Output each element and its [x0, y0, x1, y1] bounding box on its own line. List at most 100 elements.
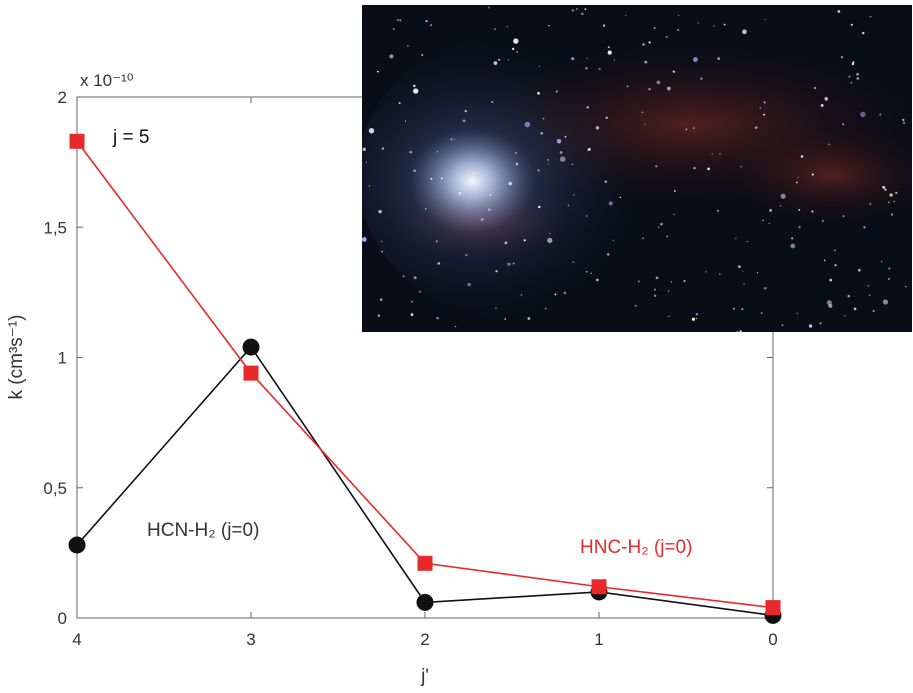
star	[655, 165, 658, 168]
star	[902, 118, 905, 122]
star	[608, 201, 613, 206]
star	[544, 307, 547, 310]
star	[869, 294, 871, 296]
star	[418, 290, 421, 293]
star	[754, 126, 758, 129]
star	[852, 61, 855, 64]
star	[612, 239, 614, 241]
star	[575, 8, 578, 10]
star	[380, 240, 383, 243]
star	[779, 204, 782, 207]
star	[396, 19, 399, 22]
star	[404, 120, 407, 122]
star	[440, 177, 443, 180]
star	[465, 173, 468, 176]
star	[381, 147, 385, 150]
star	[678, 14, 680, 17]
star	[780, 193, 786, 199]
y-tick-label: 1,5	[43, 218, 67, 237]
star	[626, 85, 629, 88]
star	[585, 271, 588, 273]
x-tick-label: 2	[420, 630, 429, 649]
y-tick-label: 0,5	[43, 479, 67, 498]
star	[450, 138, 453, 141]
star	[520, 294, 523, 296]
star	[410, 313, 414, 316]
star	[537, 168, 540, 172]
star	[398, 102, 401, 105]
star	[826, 300, 832, 306]
star	[763, 113, 766, 116]
star	[733, 307, 735, 310]
star	[413, 84, 416, 88]
star	[653, 288, 656, 291]
star	[735, 237, 737, 240]
star	[498, 58, 501, 61]
star	[378, 209, 382, 214]
star	[504, 241, 508, 245]
star	[742, 29, 747, 35]
star	[491, 101, 494, 103]
star	[504, 318, 507, 320]
star	[856, 72, 859, 76]
star	[540, 131, 543, 135]
star	[430, 177, 433, 180]
star	[527, 317, 531, 320]
star	[858, 268, 861, 272]
star	[763, 101, 766, 104]
star	[738, 265, 741, 268]
star	[547, 163, 550, 165]
star	[586, 106, 589, 109]
star	[516, 51, 519, 53]
series-line-0	[76, 345, 774, 617]
star	[465, 254, 468, 257]
star	[741, 308, 744, 311]
star	[604, 180, 608, 183]
star	[798, 209, 801, 211]
star	[587, 147, 591, 151]
star	[563, 291, 567, 295]
j-annotation: j = 5	[112, 127, 149, 148]
series-label-hcn: HCN-H₂ (j=0)	[147, 520, 259, 541]
data-point-square	[69, 133, 85, 149]
star	[495, 270, 498, 273]
star	[454, 325, 457, 328]
star	[673, 190, 676, 192]
star	[840, 55, 844, 59]
star	[862, 31, 865, 35]
star	[564, 135, 567, 138]
y-multiplier: x 10⁻¹⁰	[80, 71, 134, 90]
star	[742, 270, 744, 273]
star	[743, 283, 745, 285]
star	[850, 81, 853, 84]
star	[421, 54, 424, 56]
y-axis-label: k (cm³s⁻¹)	[6, 315, 27, 400]
star	[547, 237, 553, 244]
star	[413, 169, 416, 173]
star	[362, 237, 367, 242]
star	[458, 191, 462, 195]
star	[409, 150, 413, 154]
star	[581, 12, 584, 16]
star	[413, 276, 417, 280]
star	[514, 151, 517, 154]
star	[895, 191, 898, 194]
star	[666, 235, 669, 238]
data-point-square	[417, 555, 433, 571]
star	[673, 213, 676, 216]
data-point-circle	[416, 593, 434, 611]
star	[619, 196, 622, 199]
star	[791, 237, 794, 240]
star	[851, 62, 854, 66]
star	[590, 272, 592, 274]
star	[800, 155, 804, 158]
star	[762, 219, 764, 222]
star	[829, 278, 833, 282]
star	[596, 278, 599, 282]
stars	[362, 6, 907, 332]
star	[648, 41, 651, 44]
star	[572, 261, 574, 263]
star	[607, 46, 610, 49]
star	[890, 213, 893, 216]
star	[523, 239, 526, 242]
